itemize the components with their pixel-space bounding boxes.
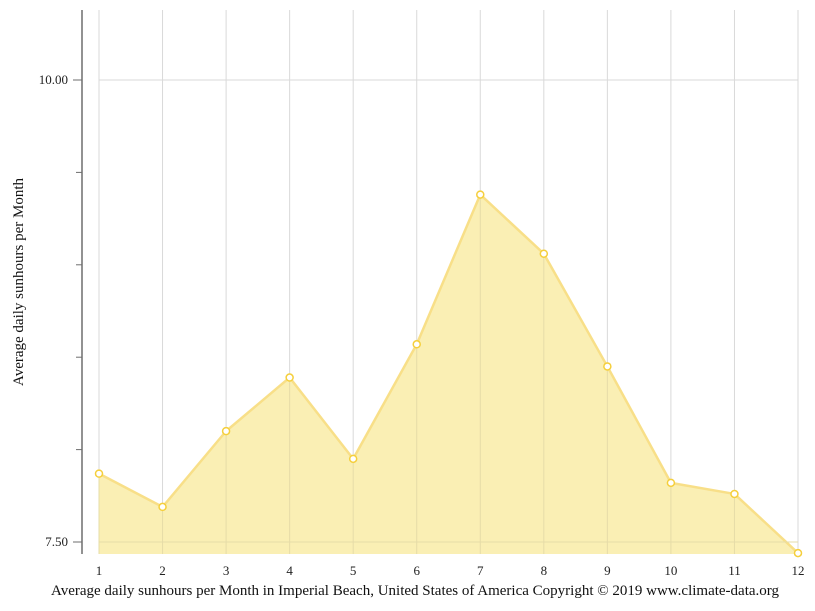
data-point[interactable] — [730, 489, 739, 499]
data-point[interactable] — [539, 249, 549, 258]
x-tick-label: 6 — [413, 563, 420, 578]
y-axis: 7.50 10.00 — [39, 10, 83, 554]
x-tick-label: 8 — [541, 563, 548, 578]
x-tick-label: 9 — [604, 563, 611, 578]
x-tick-label: 4 — [286, 563, 293, 578]
data-point[interactable] — [793, 548, 803, 558]
y-axis-title: Average daily sunhours per Month — [11, 178, 27, 387]
data-point[interactable] — [603, 362, 612, 371]
data-point[interactable] — [412, 340, 421, 349]
area-fill — [99, 194, 798, 555]
x-tick-label: 10 — [664, 563, 677, 578]
data-area — [98, 193, 799, 555]
data-point[interactable] — [666, 478, 676, 488]
x-tick-label: 5 — [350, 563, 357, 578]
data-markers — [94, 190, 803, 558]
data-point[interactable] — [285, 373, 294, 382]
y-tick-label: 7.50 — [45, 534, 68, 549]
series-line — [98, 193, 799, 555]
data-point[interactable] — [94, 469, 104, 478]
x-tick-label: 11 — [728, 563, 741, 578]
data-point[interactable] — [158, 502, 167, 512]
data-point[interactable] — [221, 426, 231, 436]
x-tick-label: 1 — [96, 563, 103, 578]
x-tick-label: 2 — [159, 563, 166, 578]
x-axis: 1 2 3 4 5 6 7 8 9 10 11 12 — [96, 563, 805, 578]
x-tick-label: 7 — [477, 563, 484, 578]
x-tick-label: 3 — [223, 563, 230, 578]
chart-caption: Average daily sunhours per Month in Impe… — [50, 583, 780, 599]
data-point[interactable] — [348, 454, 358, 464]
data-point[interactable] — [476, 190, 485, 199]
y-tick-label: 10.00 — [39, 72, 68, 87]
x-tick-label: 12 — [792, 563, 805, 578]
